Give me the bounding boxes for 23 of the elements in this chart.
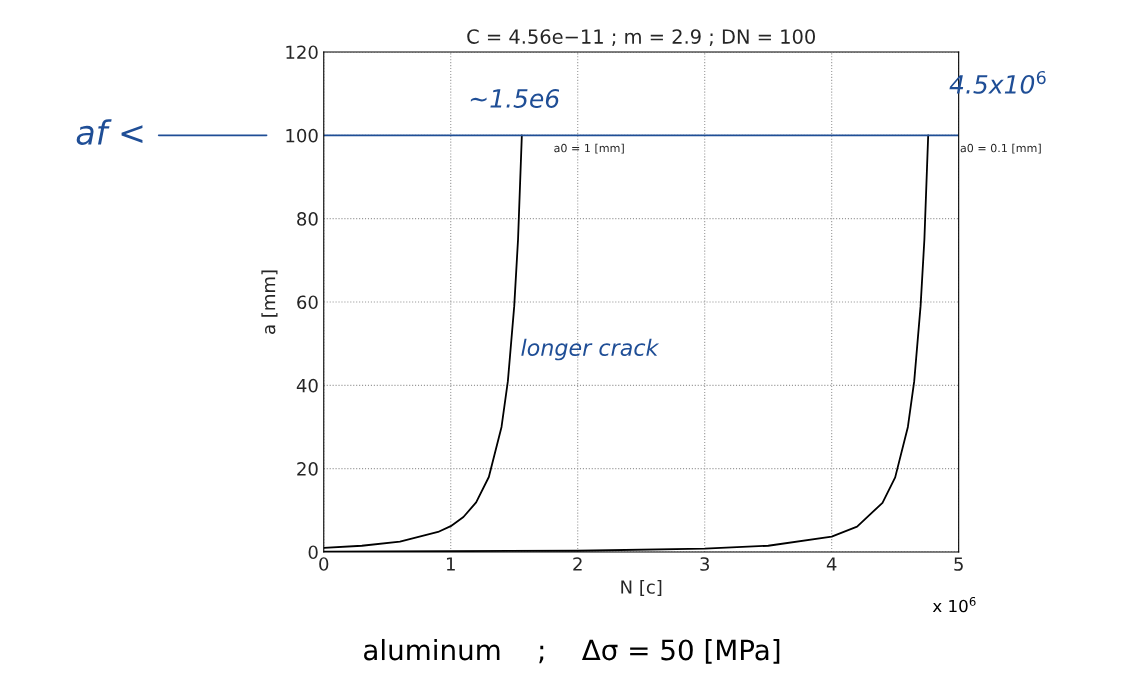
annotation: longer crack xyxy=(521,338,660,361)
x-tick-label: 3 xyxy=(700,557,709,571)
text: a0 = 0.1 [mm] xyxy=(960,143,1041,154)
y-tick-label: 0 xyxy=(308,545,318,560)
x-tick-label: 0 xyxy=(319,557,329,571)
y-tick-label: 60 xyxy=(297,295,318,310)
y-tick-label: 40 xyxy=(296,378,318,393)
text: aluminum ; Δσ = 50 [MPa] xyxy=(364,638,780,664)
y-axis-title: a [mm] xyxy=(261,270,278,334)
y-tick-label: 20 xyxy=(297,462,318,476)
chart-title: C = 4.56e−11 ; m = 2.9 ; DN = 100 xyxy=(467,29,815,46)
x-axis-title: N [c] xyxy=(621,579,662,596)
x-tick-label: 1 xyxy=(446,557,455,571)
ref-line-label: af < xyxy=(76,119,143,145)
x-tick-label: 5 xyxy=(954,557,963,571)
x-tick-label: 2 xyxy=(573,557,582,571)
annotation: ~1.5e6 xyxy=(470,88,560,108)
text: x 10$^{6}$ xyxy=(932,597,976,613)
y-tick-label: 80 xyxy=(297,212,318,226)
y-tick-label: 100 xyxy=(286,128,318,143)
y-tick-label: 120 xyxy=(286,45,318,60)
x-tick-label: 4 xyxy=(826,557,837,571)
text: a0 = 1 [mm] xyxy=(554,143,624,154)
